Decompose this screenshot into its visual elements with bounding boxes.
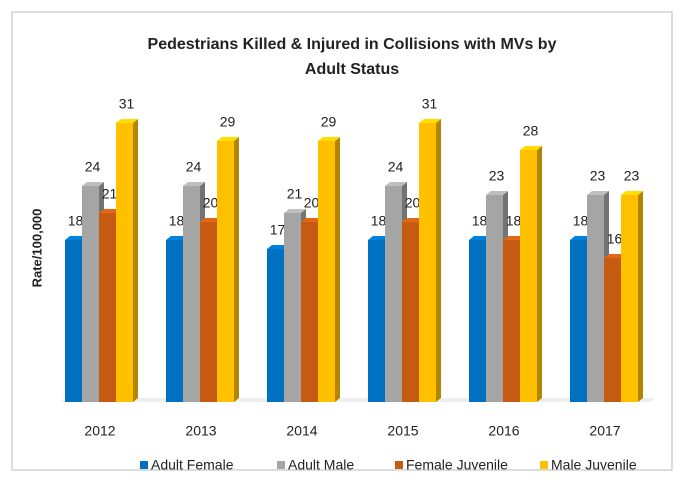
bar-top <box>267 245 289 249</box>
bar <box>183 186 200 402</box>
data-label: 18 <box>573 213 589 229</box>
data-label: 18 <box>472 213 488 229</box>
bar-top <box>65 236 87 240</box>
x-tick-label: 2015 <box>387 423 418 439</box>
y-axis-label: Rate/100,000 <box>29 209 44 288</box>
bar-side <box>436 119 441 402</box>
bar-side <box>133 119 138 402</box>
bar <box>402 222 419 402</box>
legend-label: Male Juvenile <box>551 457 637 473</box>
bar-top <box>217 137 239 141</box>
bar <box>267 249 284 402</box>
data-label: 23 <box>624 168 640 184</box>
data-label: 21 <box>287 186 303 202</box>
bar-side <box>234 137 239 402</box>
bar-top <box>99 209 121 213</box>
bar-top <box>318 137 340 141</box>
bar <box>469 240 486 402</box>
chart-title: Pedestrians Killed & Injured in Collisio… <box>148 36 557 53</box>
bar <box>166 240 183 402</box>
bar-top <box>469 236 491 240</box>
data-label: 24 <box>85 159 101 175</box>
bar-top <box>604 254 626 258</box>
data-label: 20 <box>203 195 219 211</box>
data-label: 17 <box>270 222 286 238</box>
data-label: 31 <box>119 96 135 112</box>
legend-swatch <box>540 461 548 469</box>
bar <box>486 195 503 402</box>
bar-top <box>486 191 508 195</box>
legend-swatch <box>140 461 148 469</box>
bar <box>116 123 133 402</box>
bar-top <box>301 218 323 222</box>
bar <box>99 213 116 402</box>
bar <box>604 258 621 402</box>
bar-side <box>335 137 340 402</box>
bar-top <box>419 119 441 123</box>
data-label: 28 <box>523 123 539 139</box>
legend-swatch <box>395 461 403 469</box>
bar <box>301 222 318 402</box>
data-label: 21 <box>102 186 118 202</box>
data-label: 20 <box>304 195 320 211</box>
bar-side <box>638 191 643 402</box>
data-label: 23 <box>590 168 606 184</box>
data-label: 31 <box>422 96 438 112</box>
bar <box>385 186 402 402</box>
bar-top <box>368 236 390 240</box>
data-label: 18 <box>371 213 387 229</box>
bar-top <box>503 236 525 240</box>
data-label: 18 <box>169 213 185 229</box>
bar <box>419 123 436 402</box>
data-label: 18 <box>68 213 84 229</box>
floor <box>60 398 655 402</box>
data-label: 29 <box>220 114 236 130</box>
bar <box>621 195 638 402</box>
bar-top <box>570 236 592 240</box>
data-label: 16 <box>607 231 623 247</box>
bar <box>318 141 335 402</box>
x-tick-label: 2014 <box>286 423 317 439</box>
x-tick-label: 2013 <box>185 423 216 439</box>
bar <box>65 240 82 402</box>
bar-top <box>284 209 306 213</box>
data-label: 20 <box>405 195 421 211</box>
bar-top <box>385 182 407 186</box>
data-label: 18 <box>506 213 522 229</box>
data-label: 24 <box>388 159 404 175</box>
bar <box>520 150 537 402</box>
chart-title: Adult Status <box>305 61 399 78</box>
bar <box>570 240 587 402</box>
bar <box>587 195 604 402</box>
data-label: 29 <box>321 114 337 130</box>
bar-top <box>166 236 188 240</box>
legend-label: Adult Male <box>288 457 354 473</box>
legend-swatch <box>277 461 285 469</box>
bar-top <box>402 218 424 222</box>
x-tick-label: 2012 <box>84 423 115 439</box>
bar-top <box>587 191 609 195</box>
bar <box>284 213 301 402</box>
bar-top <box>520 146 542 150</box>
bar-top <box>183 182 205 186</box>
bar <box>217 141 234 402</box>
bar-top <box>82 182 104 186</box>
bar <box>200 222 217 402</box>
data-label: 23 <box>489 168 505 184</box>
x-tick-label: 2017 <box>589 423 620 439</box>
bar-side <box>537 146 542 402</box>
legend-label: Female Juvenile <box>406 457 508 473</box>
bar-top <box>621 191 643 195</box>
data-label: 24 <box>186 159 202 175</box>
bar <box>368 240 385 402</box>
bar <box>82 186 99 402</box>
legend-label: Adult Female <box>151 457 234 473</box>
bar-top <box>116 119 138 123</box>
bar-top <box>200 218 222 222</box>
bar <box>503 240 520 402</box>
x-tick-label: 2016 <box>488 423 519 439</box>
